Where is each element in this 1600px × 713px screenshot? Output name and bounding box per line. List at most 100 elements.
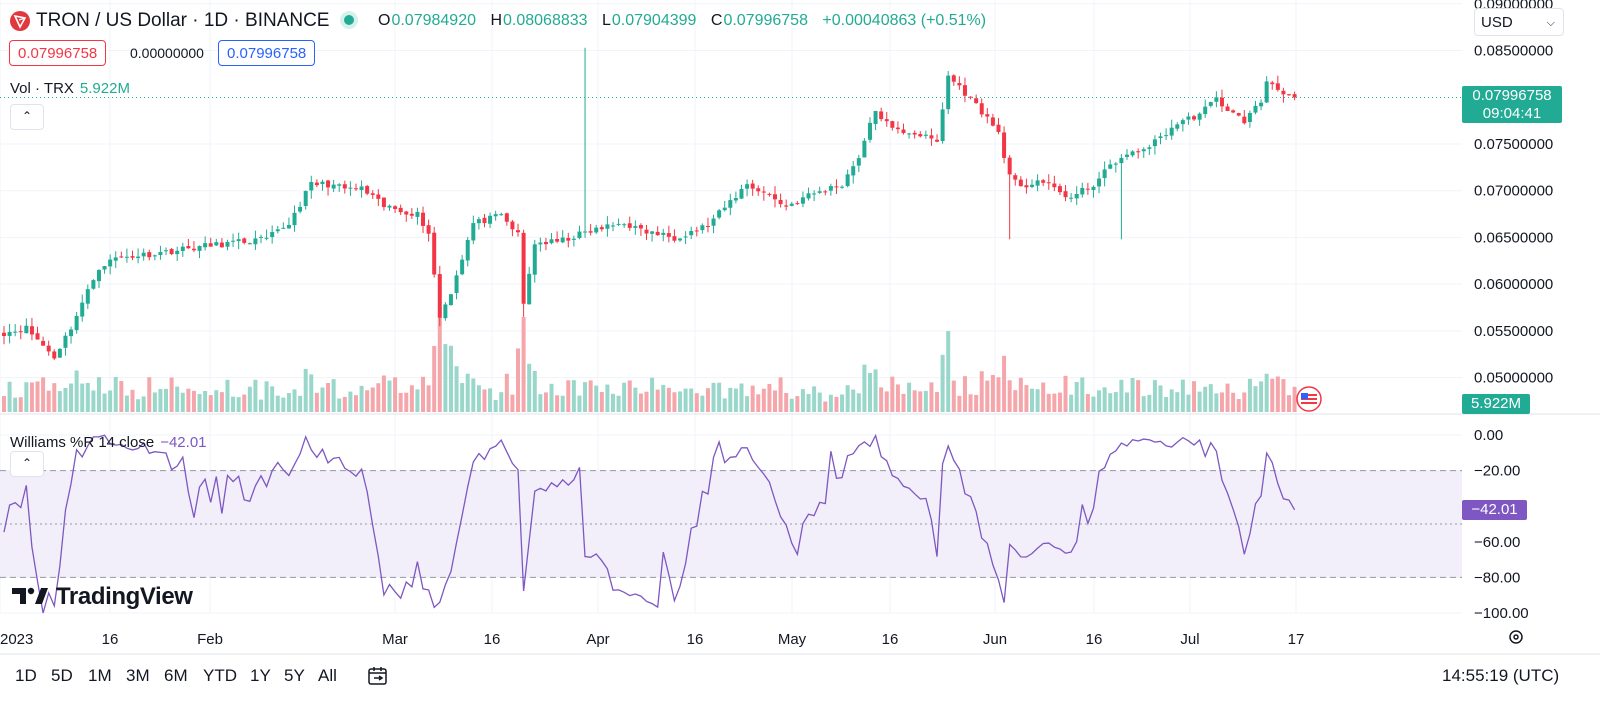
candle-body <box>566 237 571 241</box>
timeframe-button[interactable]: 5Y <box>284 666 305 685</box>
timeframe-button[interactable]: All <box>318 666 337 685</box>
volume-bar <box>426 385 431 412</box>
volume-bar <box>549 383 554 412</box>
time-axis-label: 16 <box>484 631 501 648</box>
candle-body <box>1281 90 1286 95</box>
volume-bar <box>1147 394 1152 412</box>
candle-body <box>1074 193 1079 199</box>
currency-select[interactable]: USD ⌵ <box>1474 8 1564 36</box>
candle-body <box>834 186 839 188</box>
volume-bar <box>214 390 219 412</box>
volume-bar <box>761 388 766 412</box>
volume-bar <box>471 378 476 412</box>
candle-body <box>1247 112 1252 123</box>
candle-body <box>1130 151 1135 156</box>
candle-body <box>806 193 811 199</box>
bid-price-box[interactable]: 0.07996758 <box>9 40 107 66</box>
timeframe-button[interactable]: 1M <box>88 666 112 685</box>
candle-body <box>560 237 565 243</box>
chevron-up-icon: ⌃ <box>21 109 33 123</box>
volume-bar <box>527 363 532 412</box>
candle-body <box>1236 113 1241 116</box>
timeframe-button[interactable]: YTD <box>203 666 237 685</box>
timeframe-button[interactable]: 1D <box>15 666 37 685</box>
volume-bar <box>800 389 805 412</box>
low-key: L <box>601 12 611 29</box>
collapse-indicator-button[interactable]: ⌃ <box>10 451 44 477</box>
volume-bar <box>1108 393 1113 412</box>
candle-body <box>1102 169 1107 179</box>
candle-body <box>136 256 141 259</box>
candle-body <box>510 221 515 230</box>
volume-bar <box>828 394 833 412</box>
volume-bar <box>74 370 79 412</box>
volume-bar <box>1035 389 1040 412</box>
volume-bar <box>41 377 46 412</box>
volume-bar <box>817 392 822 412</box>
candle-body <box>130 256 135 258</box>
candle-body <box>337 184 342 186</box>
timeframe-button[interactable]: 3M <box>126 666 150 685</box>
candle-body <box>353 188 358 190</box>
utc-clock[interactable]: 14:55:19 (UTC) <box>1442 666 1560 685</box>
volume-bar <box>1225 383 1230 412</box>
candle-body <box>108 259 113 267</box>
candle-body <box>281 227 286 229</box>
williams-r-legend[interactable]: Williams %R 14 close −42.01 <box>10 434 207 451</box>
volume-bar <box>286 393 291 412</box>
volume-bar <box>488 388 493 412</box>
candle-body <box>990 117 995 126</box>
volume-bar <box>259 399 264 412</box>
candle-body <box>968 96 973 98</box>
volume-bar <box>376 383 381 412</box>
volume-bar <box>275 395 280 412</box>
timeframe-button[interactable]: 6M <box>164 666 188 685</box>
volume-bar <box>1197 391 1202 412</box>
volume-bar <box>1141 396 1146 412</box>
candle-body <box>1275 83 1280 90</box>
volume-bar <box>644 391 649 412</box>
settings-icon[interactable] <box>1506 627 1526 647</box>
timeframe-button[interactable]: 1Y <box>250 666 271 685</box>
volume-bar <box>113 377 118 412</box>
volume-bar <box>728 387 733 412</box>
symbol-title[interactable]: TRON / US Dollar · 1D · BINANCE <box>36 10 330 31</box>
volume-bar <box>180 392 185 412</box>
candle-body <box>231 240 236 242</box>
candle-body <box>532 244 537 275</box>
ask-price-box[interactable]: 0.07996758 <box>218 40 316 66</box>
candle-body <box>482 217 487 224</box>
candle-body <box>63 335 68 348</box>
candle-body <box>426 225 431 234</box>
collapse-volume-button[interactable]: ⌃ <box>10 104 44 130</box>
compare-range-icon[interactable] <box>366 664 390 688</box>
us-flag-icon[interactable] <box>1296 386 1322 412</box>
volume-legend[interactable]: Vol · TRX 5.922M <box>10 80 130 97</box>
candle-body <box>627 223 632 228</box>
candle-body <box>113 257 118 261</box>
candle-body <box>1203 106 1208 115</box>
candle-body <box>1007 157 1012 175</box>
volume-tag: 5.922M <box>1462 394 1530 414</box>
volume-bar <box>348 391 353 412</box>
candle-body <box>460 259 465 275</box>
volume-bar <box>1097 390 1102 412</box>
candle-body <box>1270 82 1275 85</box>
volume-bar <box>510 394 515 412</box>
timeframe-button[interactable]: 5D <box>51 666 73 685</box>
candle-body <box>549 239 554 244</box>
volume-bar <box>560 395 565 412</box>
candle-body <box>471 223 476 241</box>
candle-body <box>750 183 755 189</box>
volume-bar <box>18 397 23 412</box>
volume-bar <box>1169 389 1174 412</box>
open-value: 0.07984920 <box>391 12 476 29</box>
candle-body <box>24 325 29 334</box>
candle-body <box>387 205 392 208</box>
candle-body <box>1225 106 1230 111</box>
candle-body <box>1080 187 1085 195</box>
williams-r-legend-value: −42.01 <box>160 434 207 451</box>
candle-body <box>1063 191 1068 198</box>
candle-body <box>800 197 805 204</box>
